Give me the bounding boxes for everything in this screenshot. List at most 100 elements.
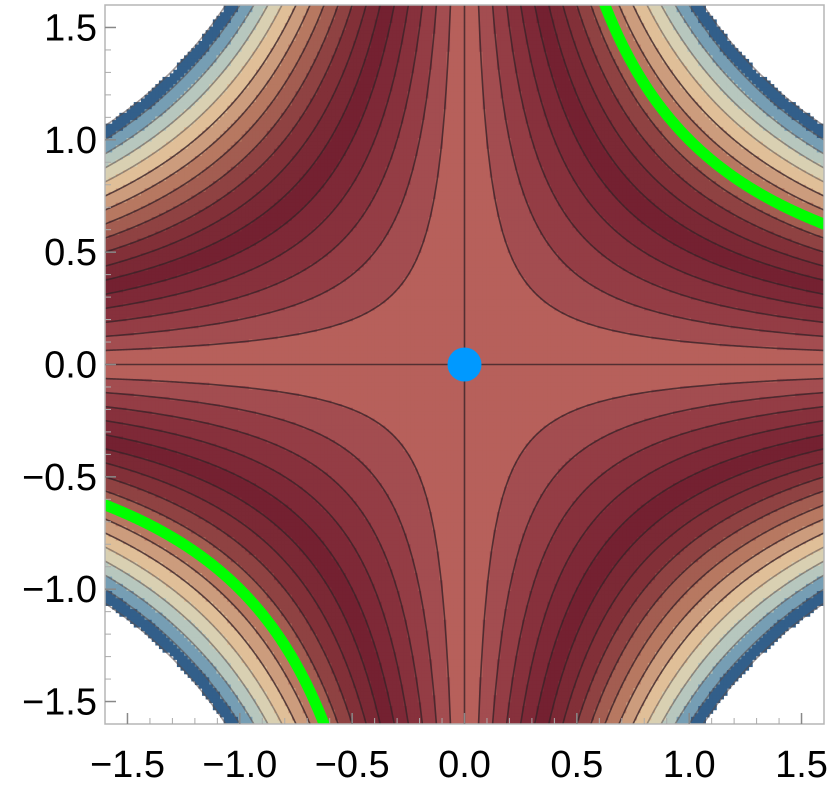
contour-fill-cell	[187, 317, 192, 322]
contour-fill-cell	[191, 224, 196, 229]
contour-fill-cell	[162, 515, 167, 520]
contour-fill-cell	[137, 199, 142, 204]
contour-fill-cell	[137, 188, 142, 193]
contour-fill-cell	[133, 616, 138, 621]
contour-fill-cell	[140, 447, 146, 452]
contour-fill-cell	[151, 555, 156, 560]
contour-fill-cell	[169, 447, 174, 452]
contour-fill-cell	[205, 411, 210, 416]
contour-fill-cell	[137, 256, 142, 261]
contour-fill-cell	[130, 123, 135, 128]
contour-fill-cell	[169, 508, 174, 513]
contour-fill-cell	[112, 573, 117, 578]
contour-fill-cell	[198, 382, 203, 387]
contour-fill-cell	[119, 414, 124, 420]
contour-fill-cell	[148, 590, 153, 596]
contour-fill-cell	[191, 335, 196, 340]
contour-fill-cell	[108, 159, 113, 164]
contour-fill-cell	[205, 281, 210, 287]
contour-fill-cell	[184, 393, 189, 398]
contour-fill-cell	[184, 504, 189, 509]
contour-fill-cell	[122, 285, 128, 290]
contour-fill-cell	[122, 321, 128, 326]
contour-fill-cell	[122, 310, 128, 315]
contour-fill-cell	[166, 407, 171, 412]
contour-fill-cell	[119, 299, 124, 304]
contour-fill-cell	[151, 112, 156, 118]
contour-fill-cell	[162, 123, 167, 128]
contour-fill-cell	[115, 547, 120, 553]
contour-fill-cell	[191, 202, 196, 207]
contour-fill-cell	[148, 429, 153, 434]
contour-fill-cell	[198, 321, 203, 326]
contour-fill-cell	[115, 177, 120, 182]
contour-fill-cell	[140, 526, 146, 531]
contour-fill-cell	[176, 652, 182, 657]
contour-fill-cell	[205, 360, 210, 366]
contour-fill-cell	[130, 522, 135, 527]
contour-fill-cell	[122, 278, 128, 283]
contour-fill-cell	[169, 519, 174, 524]
contour-fill-cell	[212, 317, 218, 322]
contour-fill-cell	[115, 166, 120, 171]
contour-fill-cell	[130, 547, 135, 553]
contour-fill-cell	[133, 461, 138, 466]
contour-fill-cell	[140, 490, 146, 495]
contour-fill-cell	[144, 199, 149, 204]
contour-fill-cell	[137, 249, 142, 254]
contour-fill-cell	[162, 558, 167, 563]
contour-fill-cell	[115, 558, 120, 563]
contour-fill-cell	[202, 217, 207, 222]
contour-fill-cell	[187, 580, 192, 585]
contour-fill-cell	[155, 163, 160, 168]
contour-fill-cell	[198, 256, 203, 261]
contour-fill-cell	[166, 616, 171, 621]
contour-fill-cell	[173, 220, 178, 225]
contour-fill-cell	[176, 475, 182, 481]
contour-fill-cell	[209, 537, 214, 542]
contour-fill-cell	[166, 87, 171, 92]
contour-fill-cell	[140, 238, 146, 243]
contour-fill-cell	[212, 303, 218, 308]
contour-fill-cell	[119, 576, 124, 581]
contour-fill-cell	[140, 278, 146, 283]
contour-fill-cell	[205, 188, 210, 193]
contour-fill-cell	[187, 76, 192, 82]
contour-fill-cell	[140, 357, 146, 362]
contour-fill-cell	[209, 652, 214, 657]
contour-fill-cell	[180, 619, 185, 624]
contour-fill-cell	[212, 242, 218, 247]
contour-fill-cell	[191, 508, 196, 513]
contour-fill-cell	[212, 457, 218, 463]
contour-fill-cell	[176, 148, 182, 153]
contour-fill-cell	[133, 425, 138, 430]
contour-fill-cell	[169, 116, 174, 121]
contour-fill-cell	[158, 626, 164, 632]
contour-fill-cell	[137, 177, 142, 182]
contour-fill-cell	[205, 217, 210, 222]
contour-fill-cell	[130, 400, 135, 405]
contour-fill-cell	[126, 576, 131, 581]
contour-fill-cell	[194, 677, 200, 682]
contour-fill-cell	[187, 281, 192, 287]
contour-fill-cell	[198, 166, 203, 171]
contour-fill-cell	[126, 465, 131, 470]
contour-fill-cell	[148, 173, 153, 179]
contour-fill-cell	[184, 166, 189, 171]
contour-fill-cell	[176, 350, 182, 355]
contour-fill-cell	[194, 357, 200, 362]
contour-fill-cell	[209, 292, 214, 297]
contour-fill-cell	[108, 321, 113, 326]
contour-fill-cell	[130, 138, 135, 143]
contour-fill-cell	[122, 263, 128, 269]
contour-fill-cell	[166, 152, 171, 157]
contour-fill-cell	[119, 138, 124, 143]
contour-fill-cell	[148, 605, 153, 610]
contour-fill-cell	[144, 493, 149, 499]
contour-fill-cell	[191, 364, 196, 369]
contour-fill-cell	[176, 87, 182, 92]
contour-fill-cell	[166, 375, 171, 380]
contour-fill-cell	[187, 296, 192, 301]
contour-fill-cell	[105, 357, 110, 362]
contour-fill-cell	[148, 310, 153, 315]
